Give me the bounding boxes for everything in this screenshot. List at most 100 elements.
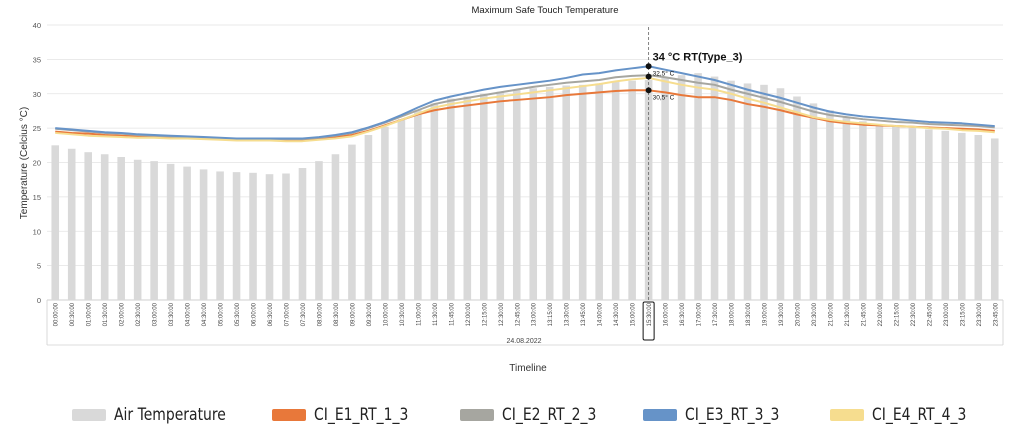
bar-air-temperature	[397, 119, 406, 300]
bar-air-temperature	[331, 154, 340, 300]
x-tick-label: 10:30:00	[400, 302, 406, 326]
series-line-ci_e3_rt_3_3	[55, 65, 995, 140]
bar-air-temperature	[892, 126, 900, 300]
x-tick-label: 17:30:00	[713, 302, 719, 326]
bar-air-temperature	[51, 145, 60, 300]
air-temperature-bars	[51, 73, 999, 300]
legend-label: CI_E1_RT_1_3	[314, 405, 409, 425]
x-tick-label: 02:00:00	[120, 302, 126, 326]
annotation-marker	[645, 63, 652, 70]
x-tick-label: 01:30:00	[103, 302, 109, 326]
bar-air-temperature	[925, 129, 933, 300]
annotation-marker	[645, 87, 652, 94]
annotation-marker	[645, 73, 652, 80]
x-tick-label: 13:30:00	[565, 302, 571, 326]
x-tick-label: 04:00:00	[186, 302, 192, 326]
legend-label: CI_E2_RT_2_3	[502, 405, 597, 425]
x-tick-label: 20:00:00	[795, 302, 801, 326]
series-line-ci_e4_rt_4_3	[55, 76, 995, 143]
x-tick-label: 15:30:00	[647, 302, 653, 326]
bar-air-temperature	[447, 98, 455, 300]
legend-swatch	[72, 409, 106, 421]
x-tick-label: 10:00:00	[383, 302, 389, 326]
x-tick-label: 11:00:00	[416, 302, 422, 326]
highlight-box	[642, 301, 655, 341]
bar-air-temperature	[67, 148, 76, 300]
x-tick-label: 12:00:00	[466, 302, 472, 326]
x-tick-label: 20:30:00	[812, 302, 818, 326]
bar-air-temperature	[941, 130, 950, 300]
bar-air-temperature	[480, 93, 488, 300]
bar-air-temperature	[282, 173, 290, 300]
bar-air-temperature	[315, 161, 323, 300]
x-tick-label: 14:30:00	[614, 302, 620, 326]
bar-air-temperature	[100, 154, 109, 300]
x-tick-label: 12:45:00	[515, 302, 521, 326]
legend-label: CI_E3_RT_3_3	[685, 405, 780, 425]
x-tick-label: 08:00:00	[317, 302, 323, 326]
x-tick-label: 09:30:00	[367, 302, 373, 326]
bar-air-temperature	[117, 157, 125, 300]
bar-air-temperature	[249, 172, 257, 300]
x-tick-label: 22:15:00	[894, 302, 900, 326]
bar-air-temperature	[183, 166, 191, 300]
x-tick-label: 05:30:00	[235, 302, 241, 326]
bar-air-temperature	[166, 163, 175, 300]
x-tick-label: 12:30:00	[499, 302, 505, 326]
x-tick-label: 01:00:00	[87, 302, 93, 326]
bar-air-temperature	[842, 117, 851, 300]
y-axis: 0 5 10 15 20 25 30 35 40	[33, 21, 41, 305]
bar-air-temperature	[710, 76, 719, 300]
series-lines	[55, 65, 995, 143]
bar-air-temperature	[529, 88, 538, 300]
legend-item-ci-e2: CI_E2_RT_2_3	[460, 400, 617, 430]
x-tick-label: 23:15:00	[960, 302, 966, 326]
x-tick-label: 22:00:00	[878, 302, 884, 326]
bar-air-temperature	[364, 135, 373, 300]
x-tick-label: 13:00:00	[532, 302, 538, 326]
x-tick-label: 04:30:00	[202, 302, 208, 326]
bar-air-temperature	[677, 75, 686, 300]
bar-air-temperature	[793, 96, 801, 300]
x-tick-label: 11:30:00	[433, 302, 439, 326]
legend-swatch	[643, 409, 677, 421]
bar-air-temperature	[974, 135, 983, 300]
chart-canvas: Maximum Safe Touch Temperature 0 5 10 15 20 2…	[19, 5, 1004, 374]
y-tick-label: 0	[37, 296, 41, 305]
legend-item-air-temperature: Air Temperature	[72, 400, 250, 430]
x-tick-label: 06:30:00	[268, 302, 274, 326]
x-tick-label: 21:45:00	[861, 302, 867, 326]
x-tick-label: 02:30:00	[136, 302, 142, 326]
bar-air-temperature	[496, 91, 505, 300]
bar-air-temperature	[216, 171, 224, 300]
x-tick-label: 00:00:00	[54, 302, 60, 326]
x-tick-label: 12:15:00	[482, 302, 488, 326]
bar-air-temperature	[859, 121, 867, 300]
bar-air-temperature	[381, 126, 389, 300]
y-tick-label: 35	[33, 55, 41, 64]
bar-air-temperature	[430, 103, 439, 300]
bar-air-temperature	[578, 84, 587, 300]
bar-air-temperature	[199, 169, 208, 300]
bar-air-temperature	[265, 174, 274, 300]
x-tick-label: 18:00:00	[730, 302, 736, 326]
legend-label: Air Temperature	[114, 405, 226, 425]
legend-label: CI_E4_RT_4_3	[872, 405, 967, 425]
bar-air-temperature	[545, 86, 554, 300]
x-tick-label: 07:00:00	[285, 302, 291, 326]
legend: Air Temperature CI_E1_RT_1_3 CI_E2_RT_2_…	[0, 400, 1024, 430]
legend-swatch	[460, 409, 494, 421]
bar-air-temperature	[661, 77, 669, 300]
bar-air-temperature	[958, 132, 966, 300]
y-tick-label: 30	[33, 90, 41, 99]
legend-swatch	[272, 409, 306, 421]
x-tick-label: 03:30:00	[169, 302, 175, 326]
y-tick-label: 10	[33, 227, 41, 236]
x-tick-label: 16:30:00	[680, 302, 686, 326]
x-tick-label: 15:00:00	[631, 302, 637, 326]
x-axis-label: Timeline	[509, 363, 547, 374]
bar-air-temperature	[743, 83, 752, 300]
x-tick-label: 13:45:00	[581, 302, 587, 326]
bar-air-temperature	[760, 84, 768, 300]
x-tick-label: 14:00:00	[598, 302, 604, 326]
